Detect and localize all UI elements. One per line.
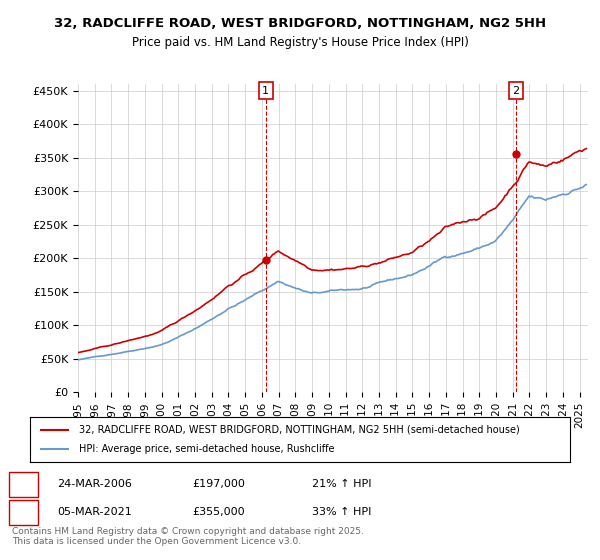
Text: Contains HM Land Registry data © Crown copyright and database right 2025.
This d: Contains HM Land Registry data © Crown c…	[12, 526, 364, 546]
Text: £197,000: £197,000	[192, 479, 245, 489]
Text: Price paid vs. HM Land Registry's House Price Index (HPI): Price paid vs. HM Land Registry's House …	[131, 36, 469, 49]
Text: 33% ↑ HPI: 33% ↑ HPI	[312, 507, 371, 517]
Text: 32, RADCLIFFE ROAD, WEST BRIDGFORD, NOTTINGHAM, NG2 5HH (semi-detached house): 32, RADCLIFFE ROAD, WEST BRIDGFORD, NOTT…	[79, 424, 520, 435]
Text: 1: 1	[262, 86, 269, 96]
Text: 32, RADCLIFFE ROAD, WEST BRIDGFORD, NOTTINGHAM, NG2 5HH: 32, RADCLIFFE ROAD, WEST BRIDGFORD, NOTT…	[54, 17, 546, 30]
Text: 2: 2	[512, 86, 520, 96]
Text: 21% ↑ HPI: 21% ↑ HPI	[312, 479, 371, 489]
Text: 1: 1	[20, 479, 27, 489]
Text: 05-MAR-2021: 05-MAR-2021	[57, 507, 132, 517]
Text: 24-MAR-2006: 24-MAR-2006	[57, 479, 132, 489]
Text: HPI: Average price, semi-detached house, Rushcliffe: HPI: Average price, semi-detached house,…	[79, 445, 334, 455]
Text: £355,000: £355,000	[192, 507, 245, 517]
Text: 2: 2	[20, 507, 27, 517]
